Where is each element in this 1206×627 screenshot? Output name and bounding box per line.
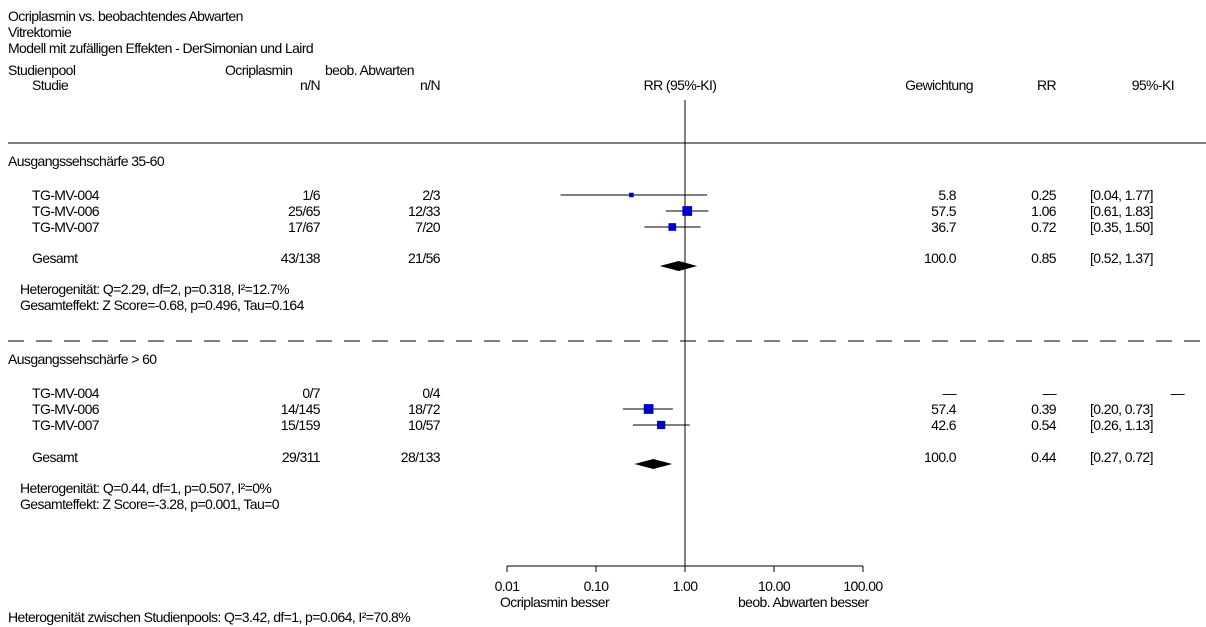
- total-n1: 29/311: [281, 449, 321, 465]
- study-weight: 57.4: [931, 401, 956, 417]
- pooled-diamond: [659, 261, 698, 271]
- study-name: TG-MV-006: [32, 401, 100, 417]
- study-rr: 0.72: [1031, 219, 1056, 235]
- study-rr: 0.25: [1031, 187, 1056, 203]
- study-n2: 18/72: [407, 401, 441, 417]
- study-weight: 42.6: [931, 417, 956, 433]
- total-rr: 0.85: [1031, 250, 1056, 266]
- study-n1: 25/65: [287, 203, 321, 219]
- study-name: TG-MV-007: [32, 219, 100, 235]
- overall-effect-text: Gesamteffekt: Z Score=-0.68, p=0.496, Ta…: [20, 297, 304, 313]
- endpoint-label: Vitrektomie: [8, 24, 72, 40]
- study-n1: 17/67: [287, 219, 321, 235]
- study-rr: —: [1042, 385, 1057, 401]
- col-header-weight: Gewichtung: [905, 77, 974, 93]
- total-ci: [0.52, 1.37]: [1090, 250, 1153, 266]
- total-n1: 43/138: [280, 250, 321, 266]
- group-label: Ausgangssehschärfe > 60: [8, 351, 157, 367]
- overall-effect-text: Gesamteffekt: Z Score=-3.28, p=0.001, Ta…: [20, 496, 280, 512]
- col-header-nn2: n/N: [420, 77, 441, 93]
- total-weight: 100.0: [923, 250, 957, 266]
- total-rr: 0.44: [1031, 449, 1056, 465]
- study-rr: 0.54: [1031, 417, 1056, 433]
- study-weight: 5.8: [938, 187, 956, 203]
- study-weight: 36.7: [931, 219, 956, 235]
- col-header-nn1: n/N: [300, 77, 321, 93]
- footer-heterogeneity: Heterogenität zwischen Studienpools: Q=3…: [8, 609, 411, 625]
- study-n2: 2/3: [422, 187, 440, 203]
- study-ci: —: [1170, 385, 1185, 401]
- col-header-rr: RR: [1036, 77, 1057, 93]
- total-ci: [0.27, 0.72]: [1090, 449, 1153, 465]
- axis-tick-label: 10.00: [757, 578, 791, 594]
- study-n1: 0/7: [302, 385, 320, 401]
- study-marker: [643, 404, 654, 414]
- chart-title: Ocriplasmin vs. beobachtendes Abwarten: [8, 8, 243, 24]
- total-weight: 100.0: [923, 449, 957, 465]
- col-header-ci: 95%-KI: [1131, 77, 1175, 93]
- heterogeneity-text: Heterogenität: Q=0.44, df=1, p=0.507, I²…: [20, 480, 272, 496]
- col-header-group1: Ocriplasmin: [225, 62, 293, 78]
- model-label: Modell mit zufälligen Effekten - DerSimo…: [8, 40, 314, 56]
- group-label: Ausgangssehschärfe 35-60: [8, 153, 165, 169]
- study-n2: 0/4: [422, 385, 440, 401]
- total-name: Gesamt: [32, 449, 78, 465]
- study-marker: [657, 420, 666, 430]
- study-rr: 0.39: [1031, 401, 1056, 417]
- heterogeneity-text: Heterogenität: Q=2.29, df=2, p=0.318, I²…: [20, 281, 290, 297]
- study-n2: 10/57: [407, 417, 441, 433]
- col-header-pool: Studienpool: [8, 62, 76, 78]
- col-header-group2: beob. Abwarten: [325, 62, 415, 78]
- study-weight: 57.5: [931, 203, 956, 219]
- axis-tick-label: 100.00: [843, 578, 883, 594]
- axis-tick-label: 0.10: [583, 578, 609, 594]
- col-header-effect: RR (95%-KI): [643, 77, 717, 93]
- axis-left-label: Ocriplasmin besser: [500, 594, 610, 610]
- total-name: Gesamt: [32, 250, 78, 266]
- study-marker: [629, 192, 634, 198]
- study-marker: [682, 206, 693, 216]
- study-rr: 1.06: [1031, 203, 1056, 219]
- axis-right-label: beob. Abwarten besser: [738, 594, 869, 610]
- study-n1: 1/6: [302, 187, 320, 203]
- study-n2: 7/20: [415, 219, 440, 235]
- study-name: TG-MV-006: [32, 203, 100, 219]
- study-name: TG-MV-004: [32, 187, 100, 203]
- study-ci: [0.35, 1.50]: [1090, 219, 1153, 235]
- total-n2: 28/133: [400, 449, 441, 465]
- total-n2: 21/56: [407, 250, 441, 266]
- study-name: TG-MV-004: [32, 385, 100, 401]
- axis-tick-label: 1.00: [672, 578, 698, 594]
- col-header-study: Studie: [32, 77, 69, 93]
- study-ci: [0.04, 1.77]: [1090, 187, 1153, 203]
- study-n1: 14/145: [280, 401, 321, 417]
- study-n1: 15/159: [280, 417, 321, 433]
- study-ci: [0.20, 0.73]: [1090, 401, 1153, 417]
- study-weight: —: [942, 385, 957, 401]
- study-name: TG-MV-007: [32, 417, 100, 433]
- study-ci: [0.26, 1.13]: [1090, 417, 1153, 433]
- axis-tick-label: 0.01: [494, 578, 520, 594]
- study-n2: 12/33: [407, 203, 441, 219]
- study-ci: [0.61, 1.83]: [1090, 203, 1153, 219]
- pooled-diamond: [634, 459, 673, 469]
- study-marker: [668, 223, 677, 231]
